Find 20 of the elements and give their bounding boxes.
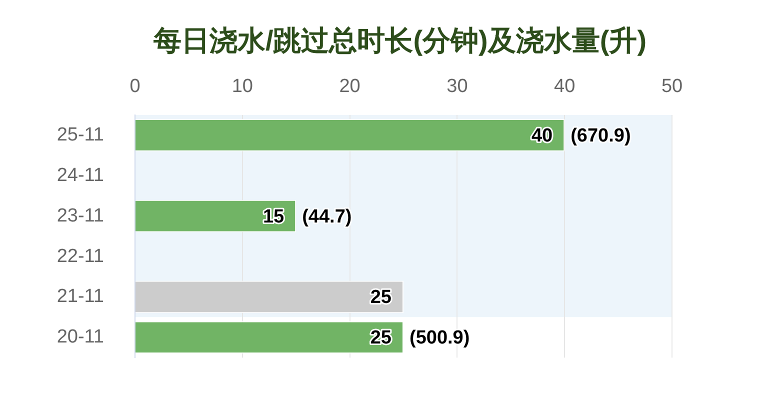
annotation: (500.9) [410,328,470,349]
data-label: 25 [370,287,392,308]
x-tick-label: 0 [130,76,140,97]
y-tick-label: 25-11 [56,124,104,146]
y-tick-label: 21-11 [56,286,104,308]
y-tick-label: 24-11 [56,164,104,186]
data-label: 25 [370,328,392,349]
chart-title: 每日浇水/跳过总时长(分钟)及浇水量(升) [152,24,648,58]
annotation: (670.9) [570,125,631,146]
data-label: 40 [531,125,553,146]
x-tick-label: 20 [339,76,360,97]
y-tick-label: 23-11 [56,205,104,226]
x-tick-label: 50 [661,76,683,97]
x-tick-label: 10 [232,76,253,97]
y-tick-label: 20-11 [56,326,104,348]
y-tick-label: 22-11 [56,246,104,267]
annotation: (44.7) [302,206,352,228]
x-tick-label: 40 [554,76,576,97]
x-tick-label: 30 [446,76,468,97]
data-label: 15 [262,206,285,228]
